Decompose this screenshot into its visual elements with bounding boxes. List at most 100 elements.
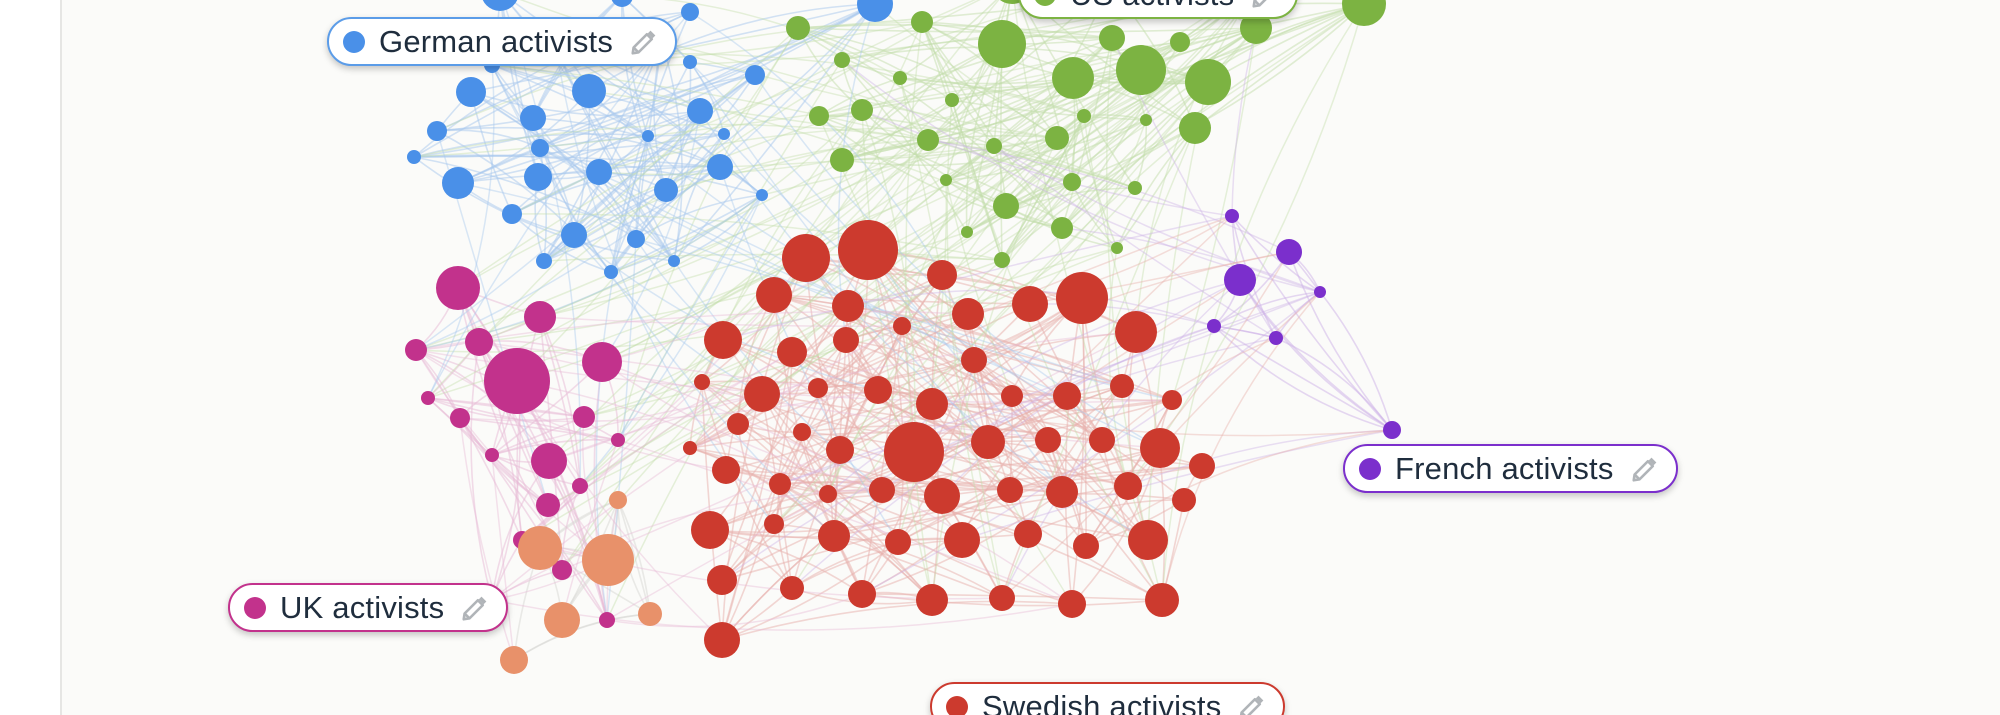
- graph-node[interactable]: [994, 252, 1010, 268]
- graph-node[interactable]: [586, 159, 612, 185]
- graph-node[interactable]: [764, 514, 784, 534]
- graph-node[interactable]: [436, 266, 480, 310]
- graph-node[interactable]: [826, 436, 854, 464]
- graph-node[interactable]: [1383, 421, 1401, 439]
- graph-node[interactable]: [885, 529, 911, 555]
- graph-node[interactable]: [838, 220, 898, 280]
- graph-node[interactable]: [450, 408, 470, 428]
- graph-node[interactable]: [1099, 25, 1125, 51]
- graph-node[interactable]: [1045, 126, 1069, 150]
- graph-node[interactable]: [1116, 45, 1166, 95]
- graph-node[interactable]: [707, 565, 737, 595]
- graph-node[interactable]: [916, 388, 948, 420]
- graph-node[interactable]: [864, 376, 892, 404]
- graph-node[interactable]: [638, 602, 662, 626]
- graph-node[interactable]: [611, 0, 633, 7]
- graph-node[interactable]: [1314, 286, 1326, 298]
- graph-node[interactable]: [485, 448, 499, 462]
- graph-node[interactable]: [780, 576, 804, 600]
- graph-node[interactable]: [916, 584, 948, 616]
- graph-node[interactable]: [524, 163, 552, 191]
- graph-node[interactable]: [1269, 331, 1283, 345]
- graph-node[interactable]: [869, 477, 895, 503]
- graph-node[interactable]: [1140, 428, 1180, 468]
- graph-node[interactable]: [704, 622, 740, 658]
- cluster-label-german[interactable]: German activists: [327, 17, 678, 66]
- graph-node[interactable]: [502, 204, 522, 224]
- graph-node[interactable]: [668, 255, 680, 267]
- graph-node[interactable]: [1207, 319, 1221, 333]
- graph-node[interactable]: [683, 441, 697, 455]
- graph-node[interactable]: [1276, 239, 1302, 265]
- graph-node[interactable]: [421, 391, 435, 405]
- graph-node[interactable]: [1111, 242, 1123, 254]
- graph-node[interactable]: [500, 646, 528, 674]
- graph-node[interactable]: [1110, 374, 1134, 398]
- graph-node[interactable]: [744, 376, 780, 412]
- graph-node[interactable]: [544, 602, 580, 638]
- graph-node[interactable]: [834, 52, 850, 68]
- graph-node[interactable]: [405, 339, 427, 361]
- graph-node[interactable]: [1058, 590, 1086, 618]
- graph-node[interactable]: [940, 174, 952, 186]
- graph-node[interactable]: [681, 3, 699, 21]
- graph-node[interactable]: [1170, 32, 1190, 52]
- graph-node[interactable]: [531, 139, 549, 157]
- graph-node[interactable]: [944, 522, 980, 558]
- graph-node[interactable]: [893, 317, 911, 335]
- graph-node[interactable]: [611, 433, 625, 447]
- graph-node[interactable]: [727, 413, 749, 435]
- graph-node[interactable]: [782, 234, 830, 282]
- graph-node[interactable]: [1063, 173, 1081, 191]
- graph-node[interactable]: [531, 443, 567, 479]
- graph-node[interactable]: [524, 301, 556, 333]
- graph-node[interactable]: [572, 478, 588, 494]
- graph-node[interactable]: [809, 106, 829, 126]
- graph-node[interactable]: [1185, 59, 1231, 105]
- cluster-label-swedish[interactable]: Swedish activists: [930, 682, 1286, 715]
- graph-node[interactable]: [1056, 272, 1108, 324]
- graph-node[interactable]: [1012, 286, 1048, 322]
- graph-node[interactable]: [769, 473, 791, 495]
- graph-node[interactable]: [484, 348, 550, 414]
- graph-node[interactable]: [997, 477, 1023, 503]
- graph-node[interactable]: [1035, 427, 1061, 453]
- graph-node[interactable]: [989, 585, 1015, 611]
- graph-node[interactable]: [1189, 453, 1215, 479]
- graph-node[interactable]: [756, 277, 792, 313]
- graph-node[interactable]: [911, 11, 933, 33]
- cluster-label-french[interactable]: French activists: [1343, 444, 1678, 493]
- graph-node[interactable]: [582, 342, 622, 382]
- graph-node[interactable]: [893, 71, 907, 85]
- graph-node[interactable]: [927, 260, 957, 290]
- pencil-icon[interactable]: [460, 593, 490, 623]
- graph-node[interactable]: [961, 347, 987, 373]
- pencil-icon[interactable]: [629, 27, 659, 57]
- graph-node[interactable]: [818, 520, 850, 552]
- graph-node[interactable]: [1240, 12, 1272, 44]
- pencil-icon[interactable]: [1630, 454, 1660, 484]
- graph-node[interactable]: [952, 298, 984, 330]
- graph-node[interactable]: [986, 138, 1002, 154]
- graph-node[interactable]: [971, 425, 1005, 459]
- graph-node[interactable]: [1001, 385, 1023, 407]
- graph-node[interactable]: [1114, 472, 1142, 500]
- graph-node[interactable]: [683, 55, 697, 69]
- graph-node[interactable]: [756, 189, 768, 201]
- graph-node[interactable]: [573, 406, 595, 428]
- graph-node[interactable]: [1128, 520, 1168, 560]
- graph-node[interactable]: [819, 485, 837, 503]
- graph-node[interactable]: [832, 290, 864, 322]
- graph-node[interactable]: [572, 74, 606, 108]
- graph-node[interactable]: [1128, 181, 1142, 195]
- graph-node[interactable]: [978, 20, 1026, 68]
- graph-node[interactable]: [627, 230, 645, 248]
- graph-node[interactable]: [536, 493, 560, 517]
- graph-node[interactable]: [793, 423, 811, 441]
- graph-node[interactable]: [481, 0, 519, 11]
- graph-node[interactable]: [609, 491, 627, 509]
- graph-node[interactable]: [851, 99, 873, 121]
- graph-node[interactable]: [465, 328, 493, 356]
- graph-node[interactable]: [704, 321, 742, 359]
- graph-node[interactable]: [654, 178, 678, 202]
